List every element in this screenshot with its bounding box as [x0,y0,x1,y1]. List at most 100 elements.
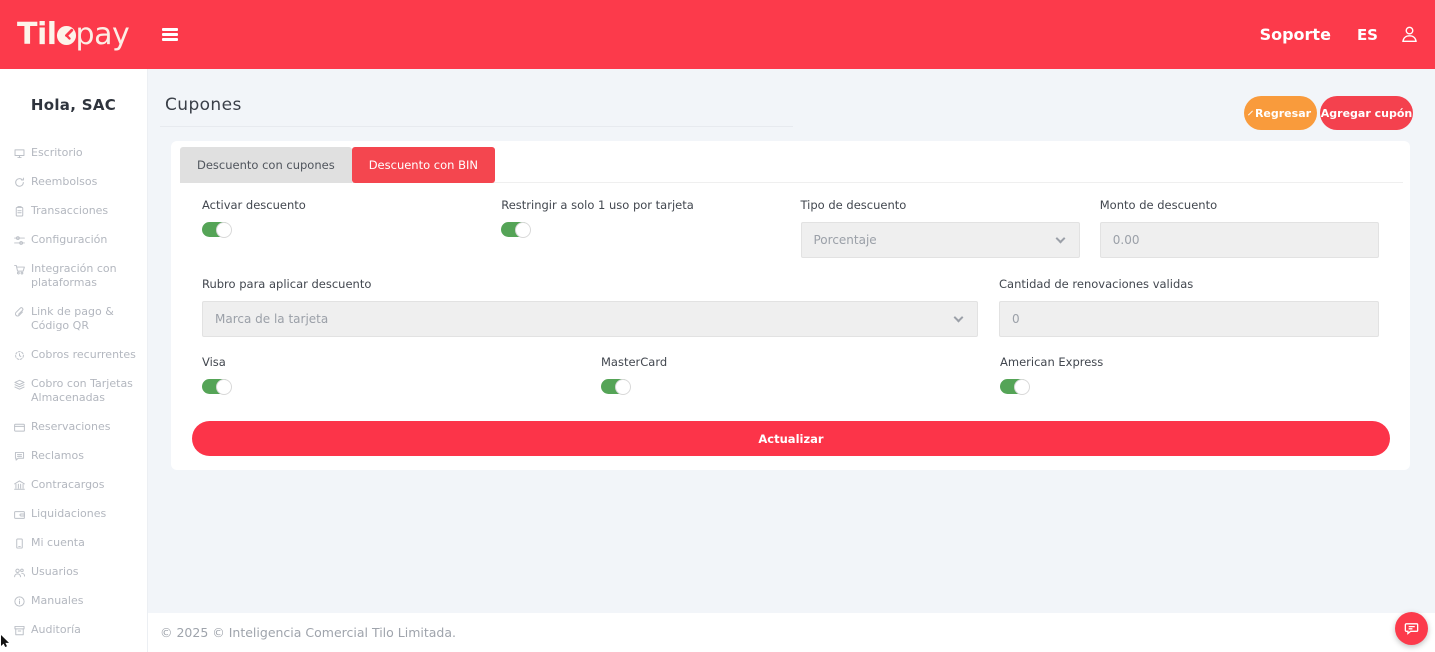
sidebar-item-usuarios[interactable]: Usuarios [0,565,147,579]
cupones-card: Descuento con cupones Descuento con BIN … [171,141,1410,470]
integrations-icon [13,263,26,276]
sidebar-item-label: Reclamos [31,449,84,462]
field-visa: Visa [202,355,581,395]
sidebar-item-auditoria[interactable]: Auditoría [0,623,147,637]
actualizar-button[interactable]: Actualizar [192,421,1390,456]
sidebar-item-integracion-con-plataformas[interactable]: Integración con plataformas [0,262,147,290]
rubro-selected-value: Marca de la tarjeta [215,312,329,326]
sidebar-item-label: Contracargos [31,478,105,491]
main-content: Cupones Regresar Agregar cupón Descuento… [148,69,1435,652]
sidebar-item-cobros-recurrentes[interactable]: Cobros recurrentes [0,348,147,362]
top-header: Til pay Soporte ES [0,0,1435,69]
desktop-icon [13,147,26,160]
sidebar-item-reclamos[interactable]: Reclamos [0,449,147,463]
page-title: Cupones [165,95,242,115]
american-express-label: American Express [1000,355,1104,369]
tab-bar: Descuento con cupones Descuento con BIN [180,147,1403,183]
tilopay-logo[interactable]: Til pay [17,16,130,52]
users-icon [13,566,26,579]
visa-toggle[interactable] [202,378,232,395]
regresar-button[interactable]: Regresar [1244,96,1317,130]
mastercard-label: MasterCard [601,355,668,369]
tipo-descuento-select[interactable]: Porcentaje [800,222,1080,258]
sidebar: Hola, SAC Escritorio Reembolsos Transaccio… [0,69,148,652]
rubro-label: Rubro para aplicar descuento [202,277,372,291]
sidebar-item-liquidaciones[interactable]: Liquidaciones [0,507,147,521]
bin-discount-form: Activar descuento Restringir a solo 1 us… [202,198,1379,395]
mastercard-toggle[interactable] [601,378,631,395]
stored-cards-icon [13,378,26,391]
tipo-descuento-label: Tipo de descuento [800,198,907,212]
sidebar-item-mi-cuenta[interactable]: Mi cuenta [0,536,147,550]
copyright-text: © 2025 © Inteligencia Comercial Tilo Lim… [160,625,456,640]
logo-text-bold: Til [17,16,57,52]
mouse-cursor [0,633,11,652]
regresar-button-label: Regresar [1254,106,1312,120]
sidebar-item-label: Cobros recurrentes [31,348,136,361]
field-american-express: American Express [1000,355,1379,395]
tipo-descuento-selected-value: Porcentaje [813,233,877,247]
sidebar-item-label: Auditoría [31,623,81,636]
chevron-down-icon [953,312,964,323]
restringir-label: Restringir a solo 1 uso por tarjeta [501,198,694,212]
cantidad-renovaciones-label: Cantidad de renovaciones validas [999,277,1194,291]
field-mastercard: MasterCard [601,355,980,395]
soporte-link[interactable]: Soporte [1259,25,1331,44]
transactions-icon [13,205,26,218]
language-selector[interactable]: ES [1356,25,1378,44]
reservations-icon [13,421,26,434]
user-profile-icon[interactable] [1400,25,1419,44]
sidebar-item-transacciones[interactable]: Transacciones [0,204,147,218]
chat-support-button[interactable] [1395,612,1428,645]
sidebar-item-contracargos[interactable]: Contracargos [0,478,147,492]
american-express-toggle[interactable] [1000,378,1030,395]
monto-descuento-label: Monto de descuento [1099,198,1218,212]
settlements-icon [13,508,26,521]
sidebar-item-label: Reembolsos [31,175,98,188]
rubro-select[interactable]: Marca de la tarjeta [202,301,978,337]
chevron-down-icon [1055,233,1066,244]
field-cantidad-renovaciones: Cantidad de renovaciones validas [999,277,1379,337]
claims-icon [13,450,26,463]
field-tipo-descuento: Tipo de descuento Porcentaje [800,198,1080,258]
restringir-toggle[interactable] [501,221,532,238]
manuals-icon [13,595,26,608]
sidebar-item-label: Mi cuenta [31,536,85,549]
payment-link-icon [13,306,26,319]
tab-descuento-con-cupones[interactable]: Descuento con cupones [180,147,352,183]
chevron-left-icon [1247,110,1253,116]
hamburger-menu-icon[interactable] [162,28,179,41]
sidebar-item-escritorio[interactable]: Escritorio [0,146,147,160]
agregar-cupon-label: Agregar cupón [1320,106,1413,120]
sidebar-menu: Escritorio Reembolsos Transacciones Configu… [0,146,147,652]
monto-descuento-input[interactable] [1099,222,1379,258]
clock-o-icon [56,22,77,52]
account-icon [13,537,26,550]
recurring-icon [13,349,26,362]
sidebar-item-label: Configuración [31,233,108,246]
field-rubro: Rubro para aplicar descuento Marca de la… [202,277,978,337]
activar-descuento-toggle[interactable] [202,221,232,238]
sidebar-item-label: Cobro con Tarjetas Almacenadas [31,377,133,404]
sidebar-item-configuracion[interactable]: Configuración [0,233,147,247]
sidebar-item-label: Transacciones [31,204,109,217]
sidebar-item-label: Integración con plataformas [31,262,117,289]
footer: © 2025 © Inteligencia Comercial Tilo Lim… [148,613,1435,652]
logo-text-light: pay [75,16,130,52]
sidebar-item-cobro-con-tarjetas-almacenadas[interactable]: Cobro con Tarjetas Almacenadas [0,377,147,405]
settings-icon [13,234,26,247]
sidebar-item-manuales[interactable]: Manuales [0,594,147,608]
agregar-cupon-button[interactable]: Agregar cupón [1320,96,1413,130]
visa-label: Visa [202,355,226,369]
tab-descuento-con-bin[interactable]: Descuento con BIN [351,147,495,183]
chargebacks-icon [13,479,26,492]
sidebar-item-label: Link de pago & Código QR [31,305,114,332]
sidebar-item-label: Reservaciones [31,420,111,433]
sidebar-item-reembolsos[interactable]: Reembolsos [0,175,147,189]
activar-descuento-label: Activar descuento [202,198,306,212]
sidebar-item-label: Manuales [31,594,84,607]
sidebar-item-reservaciones[interactable]: Reservaciones [0,420,147,434]
cantidad-renovaciones-input[interactable] [999,301,1379,337]
field-activar-descuento: Activar descuento [202,198,481,258]
sidebar-item-link-de-pago-codigo-qr[interactable]: Link de pago & Código QR [0,305,147,333]
